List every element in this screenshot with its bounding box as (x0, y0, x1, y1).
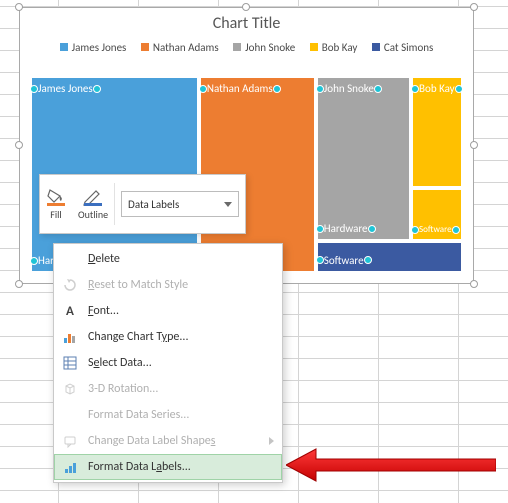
menu-label: Change Data Label Shapes (88, 434, 215, 448)
reset-icon (62, 277, 78, 293)
resize-handle[interactable] (15, 280, 23, 288)
resize-handle[interactable] (15, 141, 23, 149)
chart-title[interactable]: Chart Title (20, 14, 473, 33)
legend-label: Nathan Adams (153, 41, 219, 54)
treemap-cell[interactable]: Bob Kay (411, 76, 463, 188)
data-label[interactable]: John Snoke (324, 82, 374, 95)
menu-label: Change Chart Type... (88, 330, 188, 344)
menu-item-font[interactable]: A Font... (54, 298, 282, 324)
legend-label: John Snoke (245, 41, 295, 54)
menu-item-format-data-labels[interactable]: Format Data Labels... (54, 454, 282, 480)
menu-label: Font... (88, 304, 119, 318)
resize-handle[interactable] (470, 141, 478, 149)
menu-label: 3-D Rotation... (88, 382, 158, 396)
chart-element-dropdown[interactable]: Data Labels (121, 191, 239, 217)
cube-icon (62, 381, 78, 397)
menu-label: Format Data Series... (88, 408, 189, 422)
menu-item-3d-rotation: 3-D Rotation... (54, 376, 282, 402)
font-icon: A (62, 303, 78, 319)
shape-icon (62, 433, 78, 449)
menu-item-delete[interactable]: Delete (54, 246, 282, 272)
mini-toolbar: Fill Outline Data Labels (39, 174, 246, 234)
menu-item-change-data-label-shapes: Change Data Label Shapes (54, 428, 282, 454)
legend-label: Bob Kay (322, 41, 358, 54)
menu-item-change-chart-type[interactable]: Change Chart Type... (54, 324, 282, 350)
outline-icon (83, 188, 103, 206)
data-label[interactable]: Nathan Adams (207, 82, 273, 95)
outline-button[interactable]: Outline (72, 175, 114, 233)
data-label[interactable]: Bob Kay (419, 82, 455, 95)
chart-legend[interactable]: James Jones Nathan Adams John Snoke Bob … (20, 41, 473, 54)
select-data-icon (62, 355, 78, 371)
fill-button[interactable]: Fill (40, 175, 72, 233)
fill-icon (46, 188, 66, 206)
treemap-cell[interactable]: Software (411, 188, 463, 241)
menu-label: Delete (88, 252, 120, 266)
menu-label: Format Data Labels... (88, 460, 191, 474)
menu-item-format-data-series: Format Data Series... (54, 402, 282, 428)
data-label[interactable]: Software (324, 254, 364, 267)
legend-item[interactable]: James Jones (60, 41, 127, 54)
data-label[interactable]: James Jones (38, 82, 93, 95)
data-label[interactable]: Hardware (324, 222, 368, 235)
outline-label: Outline (78, 208, 108, 221)
legend-label: Cat Simons (384, 41, 433, 54)
menu-item-reset: Reset to Match Style (54, 272, 282, 298)
menu-label: Select Data... (88, 356, 152, 370)
chart-icon (63, 459, 79, 475)
treemap-cell[interactable]: Software (316, 241, 463, 273)
chevron-down-icon (224, 202, 232, 207)
resize-handle[interactable] (15, 3, 23, 11)
resize-handle[interactable] (242, 3, 250, 11)
resize-handle[interactable] (470, 3, 478, 11)
data-label[interactable]: Software (419, 224, 452, 235)
legend-item[interactable]: Nathan Adams (141, 41, 219, 54)
legend-item[interactable]: John Snoke (233, 41, 295, 54)
legend-item[interactable]: Bob Kay (310, 41, 358, 54)
fill-label: Fill (50, 208, 61, 221)
resize-handle[interactable] (470, 280, 478, 288)
context-menu: Delete Reset to Match Style A Font... Ch… (53, 243, 283, 483)
submenu-arrow-icon (269, 437, 274, 445)
treemap-cell[interactable]: John Snoke Hardware (316, 76, 411, 241)
menu-label: Reset to Match Style (88, 278, 188, 292)
dropdown-value: Data Labels (128, 198, 179, 211)
annotation-arrow (286, 445, 496, 485)
menu-item-select-data[interactable]: Select Data... (54, 350, 282, 376)
legend-item[interactable]: Cat Simons (372, 41, 433, 54)
legend-label: James Jones (72, 41, 127, 54)
bar-chart-icon (62, 329, 78, 345)
